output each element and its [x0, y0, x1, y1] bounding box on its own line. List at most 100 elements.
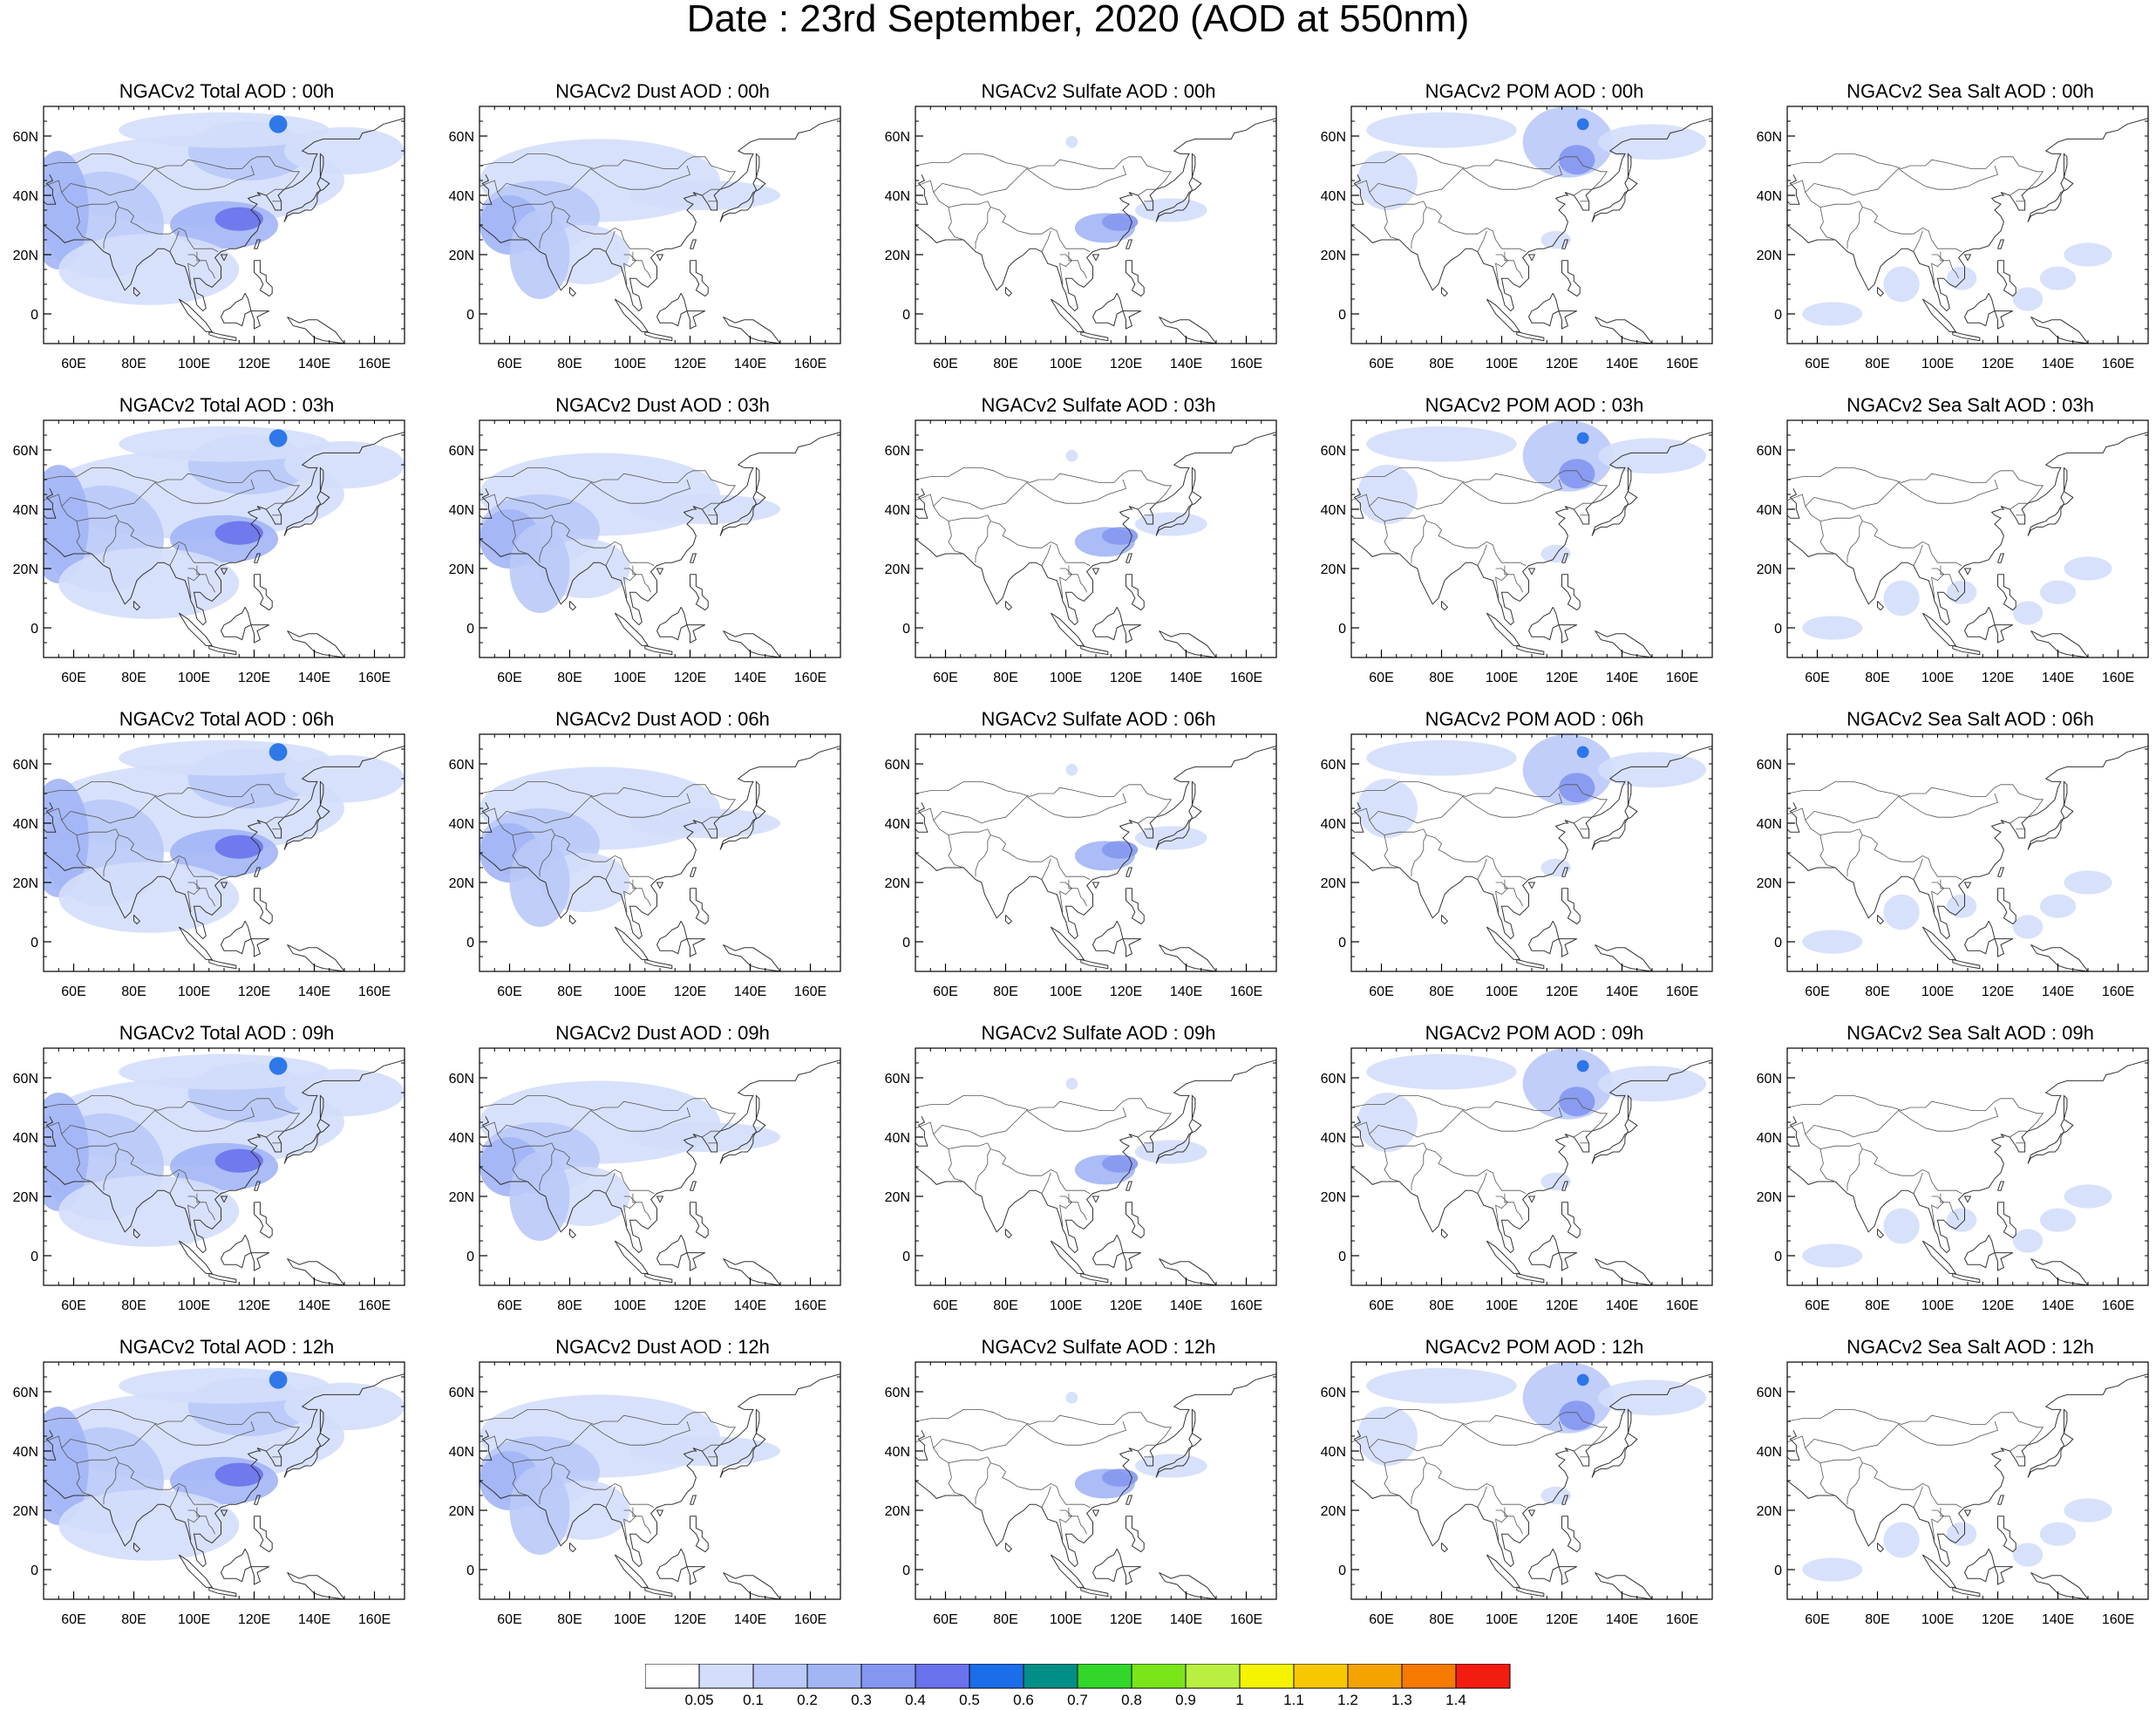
x-tick-label: 120E	[238, 357, 270, 371]
coastline	[250, 1252, 270, 1271]
x-tick-label: 160E	[2102, 984, 2134, 999]
coastline	[755, 780, 760, 806]
y-tick-label: 60N	[1757, 758, 1782, 773]
coastline	[1994, 938, 2014, 957]
y-tick-label: 60N	[1321, 444, 1346, 459]
x-tick-label: 60E	[933, 984, 957, 999]
coastline	[1558, 938, 1578, 957]
country-border	[1495, 254, 1508, 285]
coastline	[319, 467, 324, 492]
colorbar-swatch	[1455, 1663, 1511, 1689]
coastline	[1351, 1059, 1712, 1254]
country-border	[266, 816, 284, 824]
coastline	[1486, 926, 1521, 960]
colorbar-label: 0.05	[684, 1692, 713, 1706]
coastline	[1963, 1234, 1996, 1269]
y-tick-label: 20N	[1321, 562, 1346, 577]
coastline	[1126, 553, 1133, 563]
coastline	[1155, 804, 1202, 850]
aod-region	[1366, 1053, 1517, 1090]
country-border	[103, 1462, 119, 1505]
coastline	[1122, 1566, 1142, 1585]
coastline	[1963, 568, 1972, 576]
y-tick-label: 20N	[449, 876, 474, 891]
aod-region	[509, 838, 570, 927]
coastline	[1351, 174, 1364, 205]
y-tick-label: 40N	[13, 503, 38, 518]
aod-region	[1101, 1468, 1139, 1487]
panel-title: NGACv2 Dust AOD : 00h	[555, 80, 770, 102]
coastline	[254, 1202, 273, 1239]
y-tick-label: 20N	[13, 562, 38, 577]
panel-title: NGACv2 Total AOD : 09h	[119, 1022, 335, 1044]
x-tick-label: 60E	[1369, 984, 1393, 999]
country-border	[133, 793, 255, 818]
coastline	[1591, 1118, 1638, 1164]
coastline	[2030, 1257, 2089, 1285]
country-border	[1068, 879, 1087, 907]
country-border	[702, 1130, 720, 1138]
x-tick-label: 100E	[1486, 1298, 1518, 1313]
coastline	[1561, 1516, 1581, 1553]
x-tick-label: 160E	[358, 984, 391, 999]
x-tick-label: 160E	[1230, 1298, 1262, 1313]
coastline	[656, 292, 688, 327]
y-tick-label: 20N	[885, 1190, 910, 1205]
aod-shading	[44, 1053, 405, 1285]
coastline	[656, 254, 664, 262]
y-tick-label: 0	[1338, 622, 1346, 637]
colorbar-swatch	[752, 1663, 808, 1689]
aod-region	[214, 521, 263, 545]
country-border	[605, 1172, 616, 1194]
aod-region	[509, 524, 570, 613]
x-tick-label: 120E	[1982, 984, 2014, 999]
x-tick-label: 80E	[993, 1612, 1017, 1627]
country-border	[1787, 153, 2044, 190]
aod-region	[2012, 287, 2044, 311]
x-tick-label: 120E	[1546, 671, 1578, 685]
y-tick-label: 0	[466, 1564, 474, 1578]
country-border	[1805, 810, 1878, 824]
colorbar-label: 0.6	[1013, 1692, 1034, 1706]
coastline	[644, 958, 673, 970]
y-tick-label: 0	[1338, 308, 1346, 323]
country-border	[479, 1409, 737, 1446]
x-tick-label: 60E	[61, 1612, 85, 1627]
aod-shading	[915, 746, 1276, 971]
coastline	[1591, 804, 1638, 850]
y-tick-label: 0	[1774, 622, 1782, 637]
coastline	[1516, 1272, 1545, 1284]
coastline	[1627, 780, 1632, 806]
country-border	[187, 1196, 201, 1227]
coastline	[250, 310, 270, 330]
coastline	[1963, 254, 1972, 262]
country-border	[2010, 1130, 2028, 1138]
coastline	[614, 1554, 650, 1588]
aod-shading	[44, 1367, 405, 1599]
coastline	[1921, 1554, 1957, 1588]
y-tick-label: 40N	[885, 1131, 910, 1146]
coastline	[1155, 1432, 1202, 1478]
coastline	[1997, 1495, 2005, 1505]
panel-title: NGACv2 Sulfate AOD : 03h	[981, 394, 1216, 416]
country-border	[103, 835, 119, 877]
country-border	[2010, 1444, 2028, 1452]
x-tick-label: 120E	[1982, 1612, 2014, 1627]
country-border	[915, 781, 1173, 818]
x-tick-label: 160E	[794, 357, 826, 371]
coastline	[1005, 1543, 1013, 1553]
x-tick-label: 160E	[1666, 984, 1698, 999]
country-border	[1574, 1130, 1592, 1138]
country-border	[1369, 182, 1442, 196]
coastline	[1351, 1429, 1364, 1461]
coastline	[1595, 630, 1653, 657]
aod-region	[1883, 1208, 1920, 1244]
y-tick-label: 40N	[1321, 503, 1346, 518]
coastline	[479, 1059, 840, 1254]
x-tick-label: 120E	[1546, 984, 1578, 999]
country-border	[1913, 858, 1923, 880]
map-panel-pom-03h: NGACv2 POM AOD : 03h 60E 80E 100E 120E 140E 16…	[1321, 394, 1717, 691]
coastline	[656, 920, 688, 955]
x-tick-label: 120E	[238, 984, 270, 999]
x-tick-label: 140E	[1606, 984, 1638, 999]
